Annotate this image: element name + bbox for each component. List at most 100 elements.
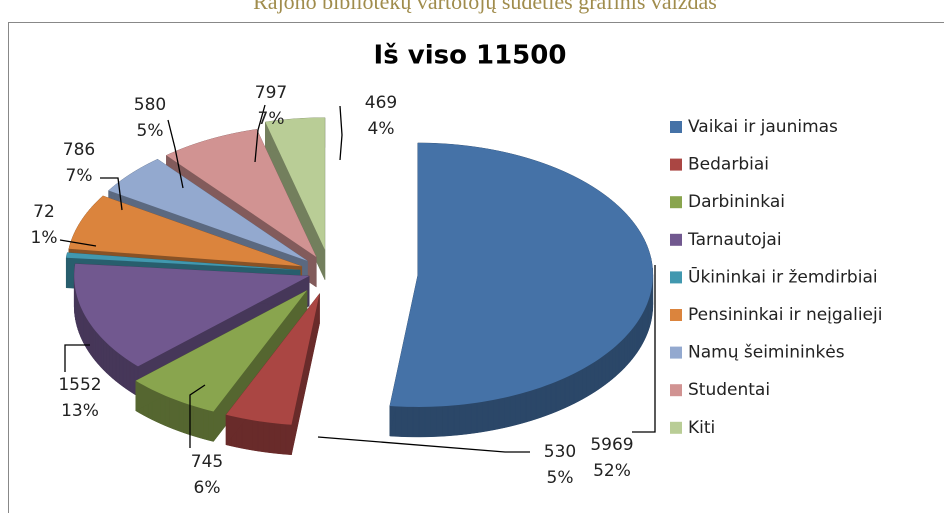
legend-label: Namų šeimininkės bbox=[688, 343, 845, 363]
slice-side bbox=[418, 406, 426, 438]
leader-line bbox=[339, 105, 343, 161]
slice-side bbox=[515, 393, 521, 426]
slice-side bbox=[401, 406, 408, 438]
leader-line bbox=[100, 177, 123, 211]
percent-label: 5% bbox=[547, 468, 574, 488]
data-label: 530 bbox=[544, 442, 576, 462]
slice-side bbox=[578, 368, 583, 402]
slice-side bbox=[280, 423, 287, 455]
legend-label: Darbininkai bbox=[688, 192, 785, 212]
slice-top bbox=[108, 159, 308, 261]
slice-side bbox=[95, 330, 99, 365]
slice-side bbox=[569, 373, 575, 407]
slice-side bbox=[203, 408, 209, 441]
legend-swatch bbox=[670, 421, 682, 434]
slice-side bbox=[247, 418, 253, 451]
slice-top bbox=[166, 129, 317, 258]
slice-side bbox=[624, 334, 628, 369]
slice-side bbox=[106, 342, 110, 377]
legend-label: Ūkininkai ir žemdirbiai bbox=[688, 265, 878, 287]
slice-side bbox=[564, 375, 570, 409]
slice bbox=[225, 292, 320, 456]
slice-side bbox=[129, 361, 135, 395]
slice-top bbox=[74, 263, 310, 367]
data-label: 469 bbox=[365, 93, 397, 113]
slice-side bbox=[407, 406, 414, 438]
slice-side bbox=[112, 347, 117, 382]
slice-side bbox=[634, 322, 638, 357]
legend-swatch bbox=[670, 233, 682, 246]
slice-side bbox=[535, 386, 542, 420]
slice-side bbox=[274, 422, 281, 455]
slice-side bbox=[594, 358, 599, 393]
slice-side bbox=[178, 400, 184, 434]
legend-label: Bedarbiai bbox=[688, 155, 769, 175]
legend-swatch bbox=[670, 346, 682, 359]
legend-swatch bbox=[670, 196, 682, 209]
data-label: 72 bbox=[33, 202, 55, 222]
slice-side bbox=[83, 312, 86, 346]
leader-line bbox=[317, 436, 530, 453]
data-label: 580 bbox=[134, 95, 166, 115]
slice-side bbox=[183, 402, 189, 435]
slice-side bbox=[442, 405, 449, 437]
leader-line bbox=[167, 119, 184, 189]
slice-side bbox=[545, 383, 552, 416]
slice-top bbox=[389, 142, 653, 407]
slice-side bbox=[465, 403, 472, 435]
slice-side bbox=[498, 397, 505, 430]
legend-label: Tarnautojai bbox=[687, 230, 782, 250]
slice-side bbox=[504, 396, 511, 428]
legend-swatch bbox=[670, 271, 682, 284]
legend-swatch bbox=[670, 121, 682, 133]
slice-side bbox=[640, 312, 643, 348]
slice-side bbox=[586, 363, 591, 398]
slice-side bbox=[424, 406, 431, 438]
slice-side bbox=[573, 370, 579, 405]
slice-top bbox=[66, 252, 301, 271]
slice-top bbox=[135, 290, 307, 412]
slice-top bbox=[265, 117, 325, 250]
slice-side bbox=[86, 317, 90, 353]
percent-label: 7% bbox=[66, 166, 93, 186]
slice-side bbox=[84, 314, 88, 350]
slice-side bbox=[555, 379, 561, 413]
slice-side bbox=[119, 353, 124, 387]
slice-side bbox=[126, 358, 131, 392]
slice-side bbox=[487, 399, 494, 432]
slice-side bbox=[476, 401, 483, 434]
percent-label: 1% bbox=[31, 228, 58, 248]
slice-side bbox=[263, 421, 270, 453]
slice-side bbox=[482, 400, 489, 433]
chart-title: Iš viso 11500 bbox=[374, 41, 567, 71]
slice-side bbox=[268, 422, 275, 454]
legend-swatch bbox=[670, 384, 682, 397]
data-label: 745 bbox=[191, 452, 223, 472]
slice-side bbox=[629, 328, 633, 363]
slice-side bbox=[412, 406, 420, 438]
slice-side bbox=[193, 405, 199, 438]
slice-side bbox=[582, 366, 587, 400]
percent-label: 13% bbox=[61, 401, 99, 421]
slice-side bbox=[447, 405, 455, 437]
slice-side bbox=[530, 388, 537, 421]
slice-side bbox=[618, 340, 622, 375]
slice-side bbox=[493, 398, 500, 431]
slice bbox=[389, 142, 654, 438]
percent-label: 52% bbox=[593, 461, 631, 481]
slice-side bbox=[605, 351, 610, 385]
leader-line bbox=[632, 265, 656, 433]
slice-top bbox=[226, 293, 320, 425]
slice-side bbox=[188, 403, 194, 437]
slice-top bbox=[68, 195, 302, 267]
legend-swatch bbox=[670, 158, 682, 171]
slice-side bbox=[590, 361, 595, 395]
percent-label: 4% bbox=[368, 119, 395, 139]
chart-frame bbox=[8, 22, 944, 513]
slice-side bbox=[638, 315, 642, 351]
slice-side bbox=[621, 337, 625, 372]
slice-side bbox=[560, 377, 566, 411]
slice-side bbox=[612, 345, 616, 380]
